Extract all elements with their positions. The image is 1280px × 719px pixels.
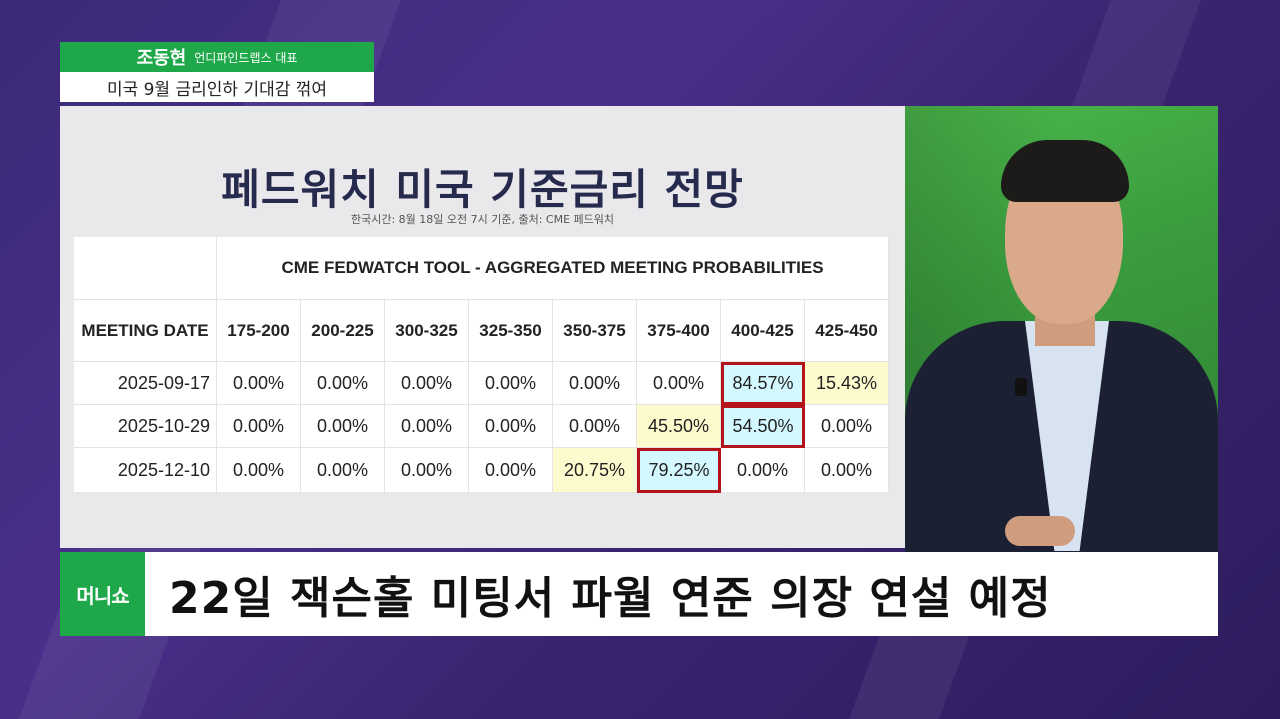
probability-cell-highlighted: 54.50%	[721, 405, 805, 448]
topic-subtitle: 미국 9월 금리인하 기대감 꺾여	[60, 72, 374, 102]
probability-cell: 0.00%	[385, 448, 469, 493]
lapel-mic-icon	[1015, 378, 1027, 396]
probability-cell: 0.00%	[301, 448, 385, 493]
probability-cell: 0.00%	[637, 362, 721, 405]
probability-cell: 0.00%	[805, 448, 889, 493]
channel-logo: 머니쇼	[60, 552, 145, 636]
column-header: 175-200	[217, 300, 301, 362]
table-corner	[74, 237, 217, 300]
probability-cell: 0.00%	[553, 362, 637, 405]
name-caption-top: 조동현 언디파인드랩스 대표	[60, 42, 374, 72]
slide-panel: 페드워치 미국 기준금리 전망 한국시간: 8월 18일 오전 7시 기준, 출…	[60, 106, 905, 548]
probability-cell-highlighted: 84.57%	[721, 362, 805, 405]
probability-cell: 15.43%	[805, 362, 889, 405]
column-header: 200-225	[301, 300, 385, 362]
speaker-hair	[1001, 140, 1129, 202]
probability-cell: 0.00%	[385, 362, 469, 405]
speaker-video	[905, 106, 1218, 552]
slide-source-note: 한국시간: 8월 18일 오전 7시 기준, 출처: CME 페드워치	[350, 213, 615, 226]
probability-table: CME FEDWATCH TOOL - AGGREGATED MEETING P…	[74, 237, 889, 493]
column-header: 300-325	[385, 300, 469, 362]
column-header: 425-450	[805, 300, 889, 362]
slide-title: 페드워치 미국 기준금리 전망	[221, 165, 744, 214]
probability-cell: 0.00%	[553, 405, 637, 448]
meeting-date: 2025-09-17	[74, 362, 217, 405]
column-header: 400-425	[721, 300, 805, 362]
speaker-name: 조동현	[136, 48, 187, 69]
probability-cell: 0.00%	[469, 362, 553, 405]
probability-cell: 0.00%	[805, 405, 889, 448]
speaker-hands	[1005, 516, 1075, 546]
column-header: 325-350	[469, 300, 553, 362]
column-header: MEETING DATE	[74, 300, 217, 362]
table-title: CME FEDWATCH TOOL - AGGREGATED MEETING P…	[217, 237, 889, 300]
probability-cell: 0.00%	[217, 448, 301, 493]
headline-text: 22일 잭슨홀 미팅서 파월 연준 의장 연설 예정	[169, 573, 1052, 624]
probability-cell: 0.00%	[469, 448, 553, 493]
headline-bar: 22일 잭슨홀 미팅서 파월 연준 의장 연설 예정	[145, 552, 1218, 636]
probability-cell: 45.50%	[637, 405, 721, 448]
probability-cell: 0.00%	[721, 448, 805, 493]
probability-cell: 0.00%	[217, 362, 301, 405]
probability-cell: 0.00%	[301, 362, 385, 405]
meeting-date: 2025-12-10	[74, 448, 217, 493]
column-header: 350-375	[553, 300, 637, 362]
probability-cell: 0.00%	[301, 405, 385, 448]
probability-cell: 20.75%	[553, 448, 637, 493]
channel-logo-text: 머니쇼	[76, 583, 129, 608]
probability-cell-highlighted: 79.25%	[637, 448, 721, 493]
probability-cell: 0.00%	[385, 405, 469, 448]
column-header: 375-400	[637, 300, 721, 362]
probability-cell: 0.00%	[469, 405, 553, 448]
meeting-date: 2025-10-29	[74, 405, 217, 448]
probability-cell: 0.00%	[217, 405, 301, 448]
name-caption: 조동현 언디파인드랩스 대표 미국 9월 금리인하 기대감 꺾여	[60, 42, 374, 102]
speaker-title: 언디파인드랩스 대표	[194, 50, 298, 65]
